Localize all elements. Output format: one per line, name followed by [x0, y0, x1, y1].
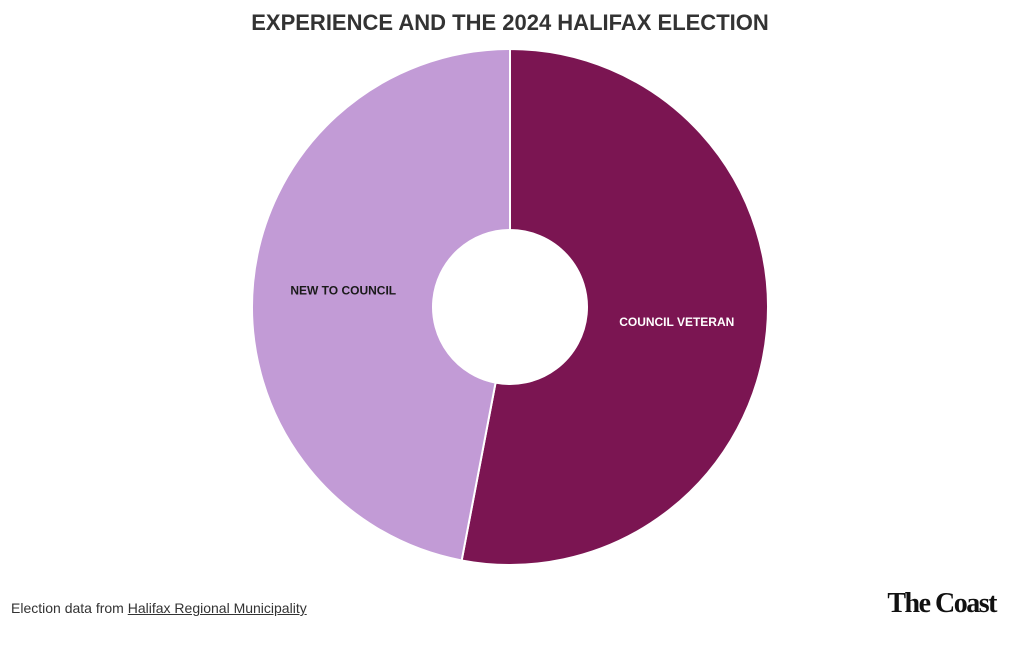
chart: EXPERIENCE AND THE 2024 HALIFAX ELECTION… — [251, 10, 769, 566]
slice — [460, 47, 769, 566]
slice-label: COUNCIL VETERAN — [619, 315, 734, 329]
source-link[interactable]: Halifax Regional Municipality — [127, 600, 307, 616]
chart-title: EXPERIENCE AND THE 2024 HALIFAX ELECTION — [251, 10, 769, 35]
logo: The Coast — [887, 588, 997, 619]
source-prefix: Election data from — [11, 600, 124, 616]
slice-label: NEW TO COUNCIL — [290, 283, 396, 297]
slice — [251, 47, 511, 562]
source-note: Election data from Halifax Regional Muni… — [11, 600, 307, 616]
